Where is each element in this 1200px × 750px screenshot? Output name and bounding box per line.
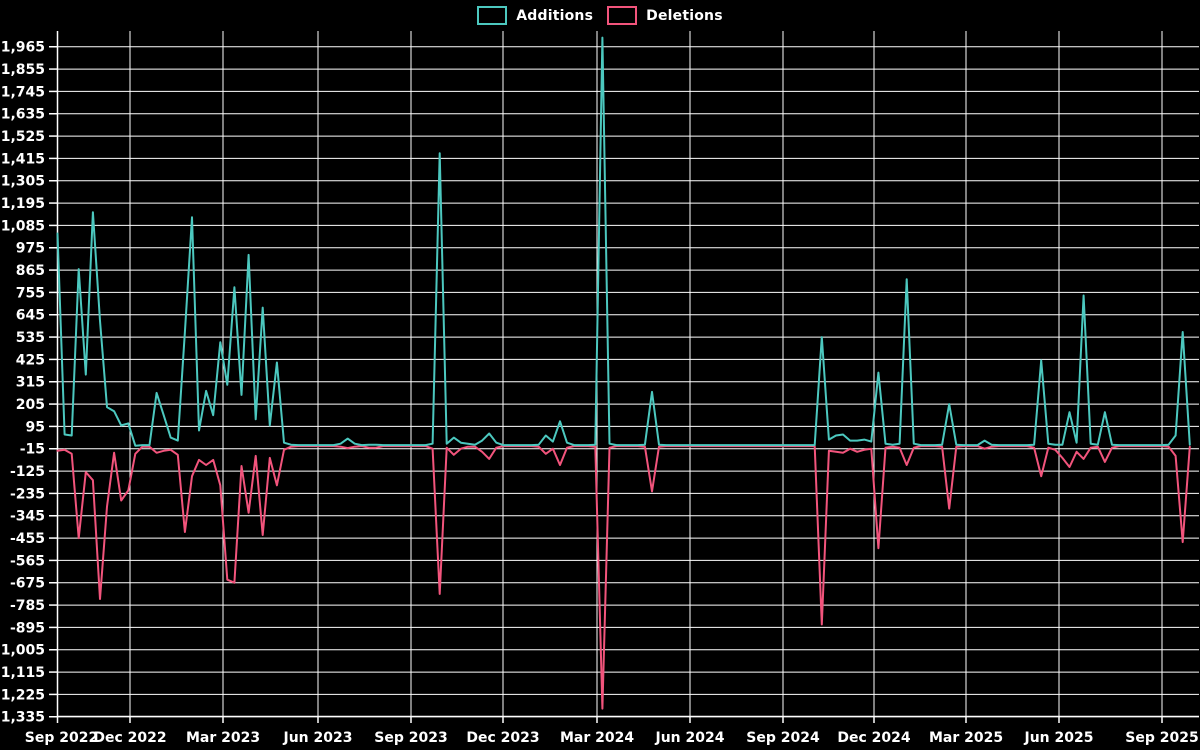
y-tick-label: 975 [16, 241, 45, 257]
x-tick-label: Sep 2025 [1125, 730, 1198, 746]
chart-legend: Additions Deletions [0, 6, 1200, 25]
y-tick-label: -125 [10, 464, 45, 480]
x-tick-label: Dec 2022 [93, 730, 166, 746]
x-tick-label: Sep 2024 [746, 730, 820, 746]
y-tick-label: -1,225 [0, 687, 45, 703]
y-tick-label: -1,115 [0, 665, 45, 681]
legend-item-deletions: Deletions [607, 6, 723, 25]
y-tick-label: 1,415 [1, 151, 45, 167]
x-tick-label: Dec 2024 [837, 730, 911, 746]
y-tick-label: 865 [16, 263, 45, 279]
y-tick-label: -785 [10, 598, 45, 614]
y-tick-label: 1,085 [1, 218, 45, 234]
x-tick-label: Mar 2024 [560, 730, 634, 746]
deletions-swatch-icon [607, 6, 638, 25]
y-tick-label: -15 [20, 442, 45, 458]
x-tick-label: Mar 2025 [929, 730, 1003, 746]
y-tick-label: -565 [10, 553, 45, 569]
y-tick-label: 1,525 [1, 129, 45, 145]
x-tick-label: Jun 2023 [283, 730, 353, 746]
y-tick-label: 1,855 [1, 62, 45, 78]
additions-swatch-icon [477, 6, 508, 25]
additions-line [56, 36, 1191, 447]
y-tick-label: 95 [26, 419, 45, 435]
y-tick-label: -235 [10, 486, 45, 502]
x-tick-label: Sep 2022 [25, 730, 98, 746]
y-tick-label: 645 [16, 308, 45, 324]
legend-label-deletions: Deletions [646, 7, 723, 24]
x-tick-label: Sep 2023 [374, 730, 447, 746]
y-tick-label: -345 [10, 509, 45, 525]
y-tick-label: -675 [10, 576, 45, 592]
legend-item-additions: Additions [477, 6, 593, 25]
y-tick-label: 1,745 [1, 84, 45, 100]
y-tick-label: 1,195 [1, 196, 45, 212]
y-tick-label: 1,305 [1, 174, 45, 190]
x-tick-label: Jun 2025 [1024, 730, 1094, 746]
y-tick-label: 755 [16, 285, 45, 301]
x-tick-label: Dec 2023 [466, 730, 539, 746]
y-tick-label: 315 [16, 375, 45, 391]
y-tick-label: -455 [10, 531, 45, 547]
deletions-line [56, 445, 1191, 710]
y-tick-label: -1,005 [0, 643, 45, 659]
y-tick-label: 205 [16, 397, 45, 413]
x-tick-label: Jun 2024 [655, 730, 725, 746]
y-tick-label: 1,635 [1, 107, 45, 123]
y-tick-label: 535 [16, 330, 45, 346]
y-tick-label: 1,965 [1, 40, 45, 56]
y-tick-label: 425 [16, 352, 45, 368]
x-tick-label: Mar 2023 [186, 730, 260, 746]
legend-label-additions: Additions [516, 7, 594, 24]
y-tick-label: -895 [10, 620, 45, 636]
y-tick-label: -1,335 [0, 710, 45, 726]
